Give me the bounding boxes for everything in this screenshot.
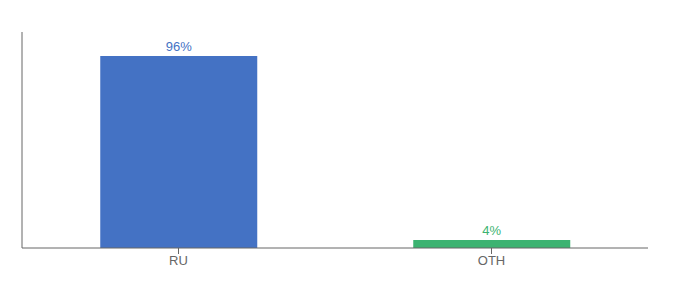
svg-text:RU: RU [169,253,188,268]
svg-text:OTH: OTH [478,253,505,268]
svg-text:96%: 96% [166,39,192,54]
svg-text:4%: 4% [482,223,501,238]
